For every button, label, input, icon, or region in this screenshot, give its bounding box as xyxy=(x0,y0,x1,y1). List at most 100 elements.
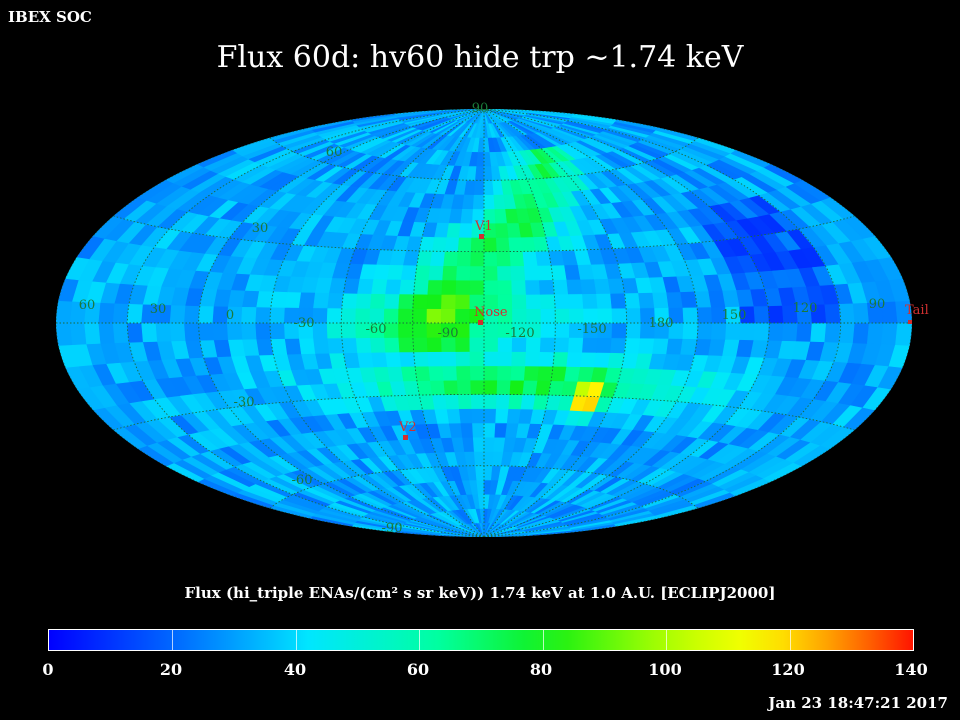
lon-label: -150 xyxy=(577,322,606,337)
flux-cell xyxy=(580,278,597,295)
flux-cell xyxy=(444,394,460,410)
flux-cell xyxy=(327,292,344,309)
flux-cell xyxy=(523,365,540,381)
flux-cell xyxy=(387,366,404,382)
flux-cell xyxy=(398,293,415,309)
flux-cell xyxy=(511,294,527,310)
latitude-labels: 90 60 30 -30 -60 -90 xyxy=(234,101,489,536)
flux-cell xyxy=(385,351,402,368)
marker-label: V2 xyxy=(398,420,417,435)
marker-tail: Tail xyxy=(905,303,929,324)
flux-cell xyxy=(539,293,556,309)
flux-cell xyxy=(457,236,473,252)
flux-cell xyxy=(412,293,429,309)
flux-cell xyxy=(753,305,770,324)
flux-cell xyxy=(387,264,404,280)
flux-cell xyxy=(298,337,316,355)
flux-cell xyxy=(680,338,698,356)
flux-cell xyxy=(313,292,330,309)
flux-cell xyxy=(680,290,698,308)
flux-cell xyxy=(455,294,471,310)
lat-label: 30 xyxy=(252,221,269,236)
lat-label: -30 xyxy=(234,395,255,410)
flux-cell xyxy=(284,338,302,355)
flux-cell xyxy=(510,365,526,381)
colorbar-divider xyxy=(666,630,668,650)
flux-cell xyxy=(810,322,827,343)
colorbar-title: Flux (hi_triple ENAs/(cm² s sr keV)) 1.7… xyxy=(184,584,776,602)
flux-cell xyxy=(470,393,485,409)
flux-cell xyxy=(537,365,554,382)
flux-cell xyxy=(624,292,641,309)
flux-cell xyxy=(270,338,288,356)
flux-cell xyxy=(610,337,627,354)
flux-cell xyxy=(456,379,472,395)
flux-cell xyxy=(495,222,510,238)
flux-cell xyxy=(112,322,130,344)
colorbar-divider xyxy=(419,630,421,650)
flux-cell xyxy=(412,322,428,338)
marker-dot xyxy=(478,320,483,325)
flux-cell xyxy=(226,322,243,340)
flux-cell xyxy=(298,291,316,309)
flux-cell xyxy=(525,279,541,295)
flux-cell xyxy=(483,379,498,395)
flux-cell xyxy=(582,337,599,353)
colorbar-tick: 40 xyxy=(283,660,307,679)
flux-cell xyxy=(866,322,884,345)
flux-cell xyxy=(369,307,385,324)
flux-cell xyxy=(512,308,528,324)
flux-cell xyxy=(483,322,499,338)
flux-cell xyxy=(444,236,460,252)
longitude-labels: 60 30 0 -30 -60 -90 -120 -150 180 150 12… xyxy=(79,297,886,341)
flux-cell xyxy=(508,394,524,410)
graticule xyxy=(56,109,912,537)
flux-cell xyxy=(824,303,842,324)
flux-cell xyxy=(476,151,485,167)
flux-cell xyxy=(313,337,330,354)
flux-cell xyxy=(838,302,856,324)
flux-cell xyxy=(462,194,475,210)
flux-cell xyxy=(398,308,414,324)
flux-cell xyxy=(446,222,462,238)
marker-v2: V2 xyxy=(398,420,417,440)
colorbar-divider xyxy=(789,630,791,650)
flux-cell xyxy=(460,208,474,224)
flux-cell xyxy=(638,292,655,309)
flux-cell xyxy=(312,307,329,324)
flux-cell xyxy=(284,291,302,308)
marker-label: Nose xyxy=(474,305,508,320)
flux-cell xyxy=(431,394,448,410)
flux-cell xyxy=(341,292,358,309)
colorbar-tick: 140 xyxy=(894,660,928,679)
flux-cell xyxy=(495,408,510,424)
marker-nose: Nose xyxy=(474,305,508,325)
flux-cell xyxy=(383,308,400,324)
lat-label: 90 xyxy=(472,101,489,116)
flux-cell xyxy=(509,251,525,267)
flux-cell xyxy=(184,322,201,341)
flux-cell xyxy=(483,451,495,467)
flux-cell xyxy=(326,322,343,339)
colorbar-tick: 20 xyxy=(159,660,183,679)
flux-cell xyxy=(241,306,258,324)
lon-label: 120 xyxy=(793,301,818,316)
flux-cell xyxy=(523,265,540,281)
flux-cell xyxy=(255,322,272,340)
flux-cell xyxy=(472,422,485,438)
flux-cell xyxy=(355,293,372,309)
flux-cell xyxy=(400,365,418,382)
flux-cell xyxy=(414,365,431,382)
flux-cell xyxy=(509,379,525,395)
marker-dot xyxy=(908,320,912,324)
flux-cell xyxy=(460,422,474,438)
flux-cell xyxy=(357,278,375,294)
flux-cell xyxy=(538,351,555,367)
flux-cell xyxy=(255,306,272,324)
flux-cell xyxy=(455,279,471,295)
flux-cell xyxy=(369,293,386,309)
flux-cell xyxy=(767,322,784,341)
flux-cell xyxy=(494,422,508,438)
sky-map: 60 30 0 -30 -60 -90 -120 -150 180 150 12… xyxy=(56,101,929,537)
graticule-line xyxy=(483,109,912,537)
